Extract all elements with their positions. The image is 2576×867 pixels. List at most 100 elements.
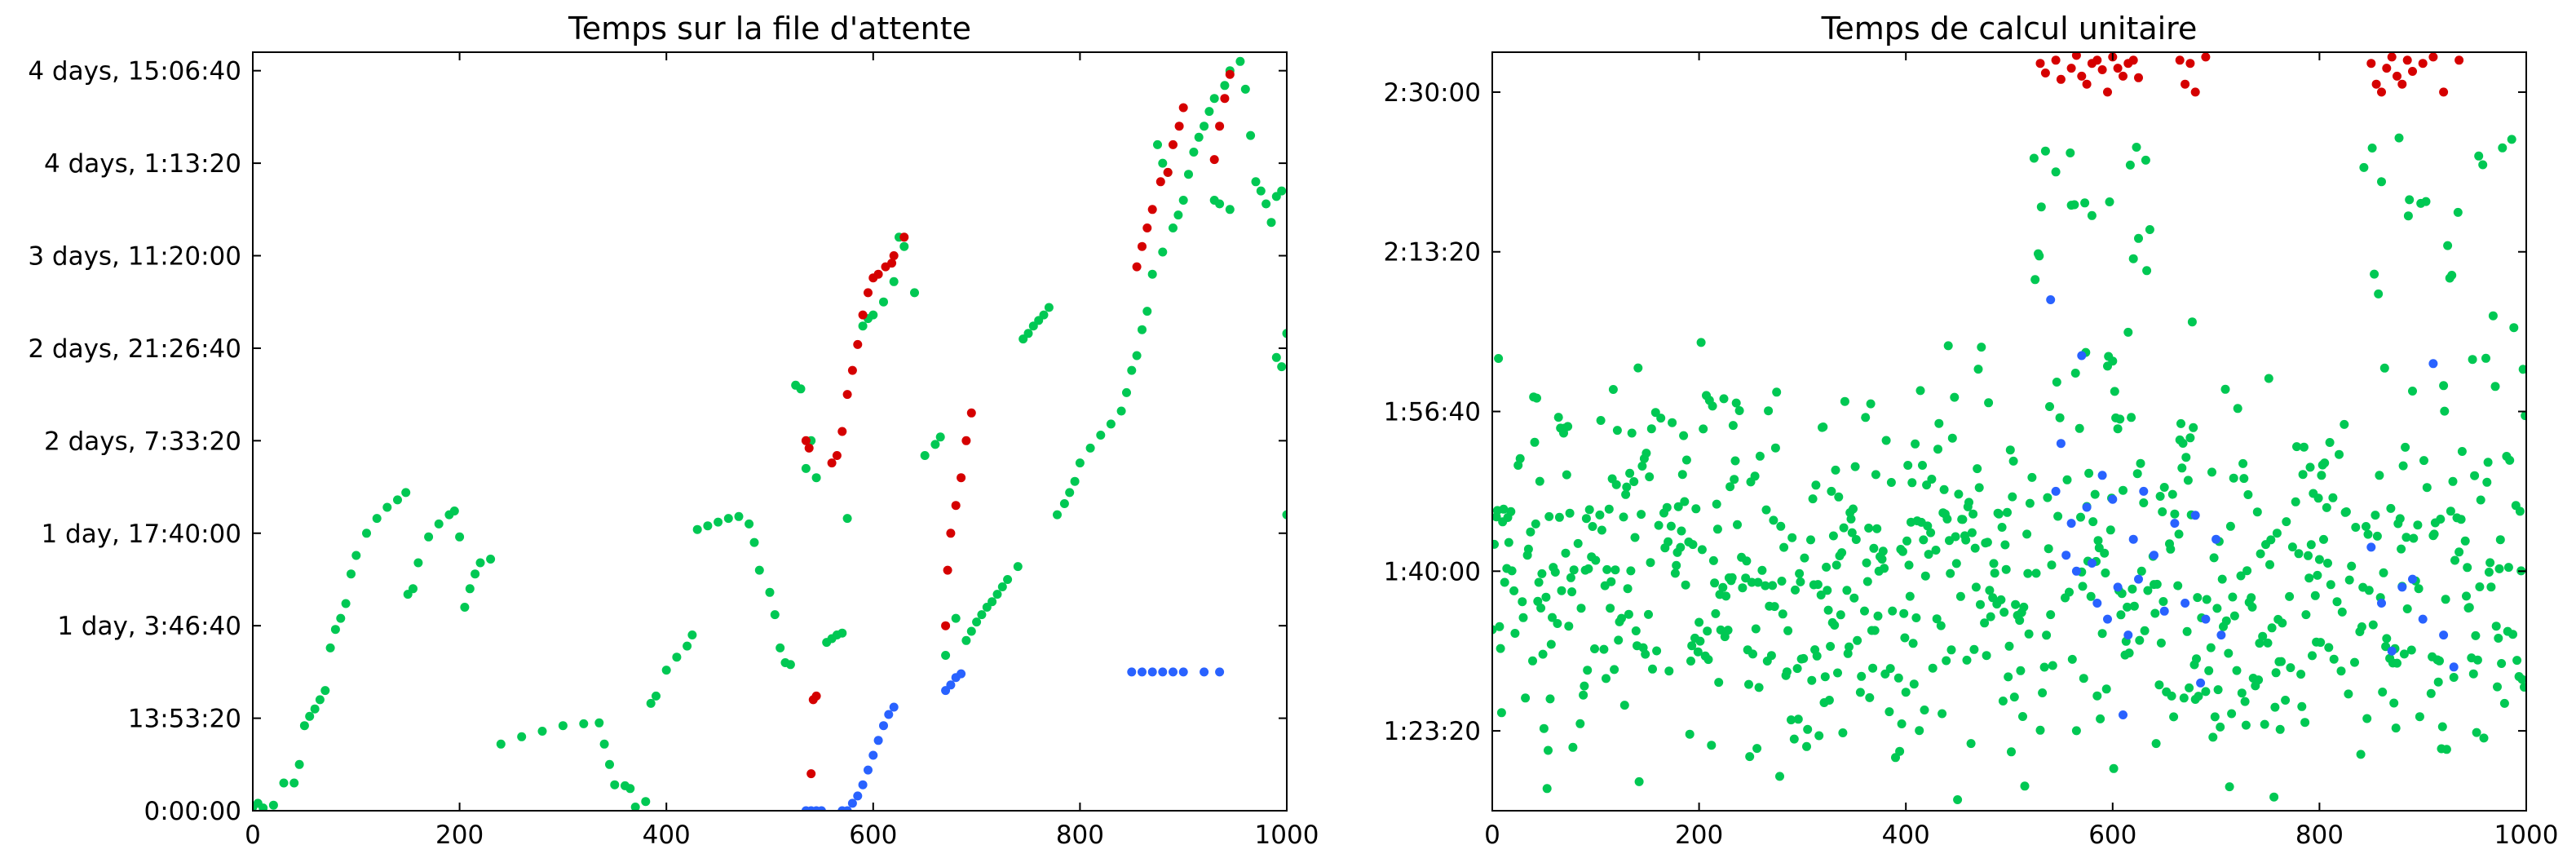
data-point xyxy=(1769,515,1778,525)
data-point xyxy=(537,727,547,736)
data-point xyxy=(310,704,320,714)
data-point xyxy=(1548,613,1557,622)
data-point xyxy=(1823,605,1833,615)
data-point xyxy=(2266,535,2276,545)
data-point xyxy=(1695,636,1705,646)
data-point xyxy=(2409,533,2419,543)
data-point xyxy=(2495,535,2505,545)
data-point xyxy=(2007,747,2016,757)
data-point xyxy=(1986,612,1995,621)
data-point xyxy=(1282,329,1287,338)
data-point xyxy=(2256,549,2265,559)
data-point xyxy=(1580,681,1589,691)
data-point xyxy=(2379,568,2388,577)
data-point xyxy=(2418,614,2428,624)
data-point xyxy=(1742,556,1752,566)
data-point xyxy=(2486,582,2496,592)
data-point xyxy=(1646,558,1655,568)
data-point xyxy=(2401,533,2411,542)
data-point xyxy=(315,695,325,705)
data-point xyxy=(1023,329,1033,338)
data-point xyxy=(1971,582,1981,592)
x-tick-label: 400 xyxy=(643,821,691,850)
data-point xyxy=(1687,641,1697,651)
data-point xyxy=(2472,728,2481,737)
data-point xyxy=(2447,271,2457,280)
points-layer xyxy=(1492,52,2526,804)
data-point xyxy=(1968,509,1978,519)
data-point xyxy=(2323,559,2332,568)
data-point xyxy=(785,660,795,670)
data-point xyxy=(2347,561,2357,571)
data-point xyxy=(2389,698,2399,708)
data-point xyxy=(1969,644,1979,654)
data-point xyxy=(1901,688,1911,697)
data-point xyxy=(1174,122,1184,131)
data-point xyxy=(1905,591,1915,601)
data-point xyxy=(2491,621,2501,631)
data-point xyxy=(1955,591,1965,601)
data-point xyxy=(1492,539,1499,549)
data-point xyxy=(2177,463,2187,473)
data-point xyxy=(2371,511,2380,520)
x-tick-label: 1000 xyxy=(1255,821,1319,850)
data-point xyxy=(1703,626,1712,636)
data-point xyxy=(1626,566,1636,576)
data-point xyxy=(811,473,821,483)
data-point xyxy=(1745,752,1755,762)
data-point xyxy=(1261,199,1271,209)
data-point xyxy=(2292,442,2301,452)
data-point xyxy=(1499,504,1509,514)
data-point xyxy=(1039,310,1049,320)
data-point xyxy=(873,736,883,745)
data-point xyxy=(579,719,589,728)
data-point xyxy=(2515,506,2525,516)
data-point xyxy=(853,339,863,349)
data-point xyxy=(1650,408,1660,418)
data-point xyxy=(2381,642,2391,652)
data-point xyxy=(2488,311,2498,321)
data-point xyxy=(2101,684,2111,694)
data-point xyxy=(2035,59,2045,69)
data-point xyxy=(1500,577,1509,587)
data-point xyxy=(1611,565,1620,575)
data-point xyxy=(2326,580,2335,590)
data-point xyxy=(1779,542,1789,552)
data-point xyxy=(2378,688,2388,697)
data-point xyxy=(2159,483,2169,492)
data-point xyxy=(1947,433,1957,443)
data-point xyxy=(1699,424,1708,434)
data-point xyxy=(930,440,940,449)
data-point xyxy=(2254,675,2264,685)
data-point xyxy=(2314,555,2324,564)
data-point xyxy=(1822,562,1831,572)
data-point xyxy=(1533,596,1543,606)
data-point xyxy=(1677,470,1687,480)
data-point xyxy=(2517,675,2526,684)
data-point xyxy=(2478,160,2488,170)
data-point xyxy=(2040,69,2050,77)
data-point xyxy=(1138,667,1147,677)
data-point xyxy=(2382,64,2392,73)
data-point xyxy=(1619,701,1629,710)
data-point xyxy=(1515,453,1525,463)
data-point xyxy=(2238,458,2248,468)
data-point xyxy=(2494,564,2504,573)
data-point xyxy=(2074,423,2084,433)
data-point xyxy=(2336,666,2346,676)
data-point xyxy=(2494,634,2503,643)
data-point xyxy=(1562,470,1571,480)
data-point xyxy=(2119,71,2128,81)
data-point xyxy=(1795,568,1805,578)
data-point xyxy=(992,590,1002,599)
data-point xyxy=(946,529,956,538)
data-point xyxy=(941,621,951,630)
data-point xyxy=(2139,498,2149,507)
data-point xyxy=(1946,645,1956,655)
data-point xyxy=(2344,689,2353,699)
y-tick-label: 13:53:20 xyxy=(128,705,241,734)
data-point xyxy=(2387,52,2397,62)
data-point xyxy=(2103,614,2112,624)
data-point xyxy=(1664,666,1674,676)
data-point xyxy=(2278,618,2287,628)
